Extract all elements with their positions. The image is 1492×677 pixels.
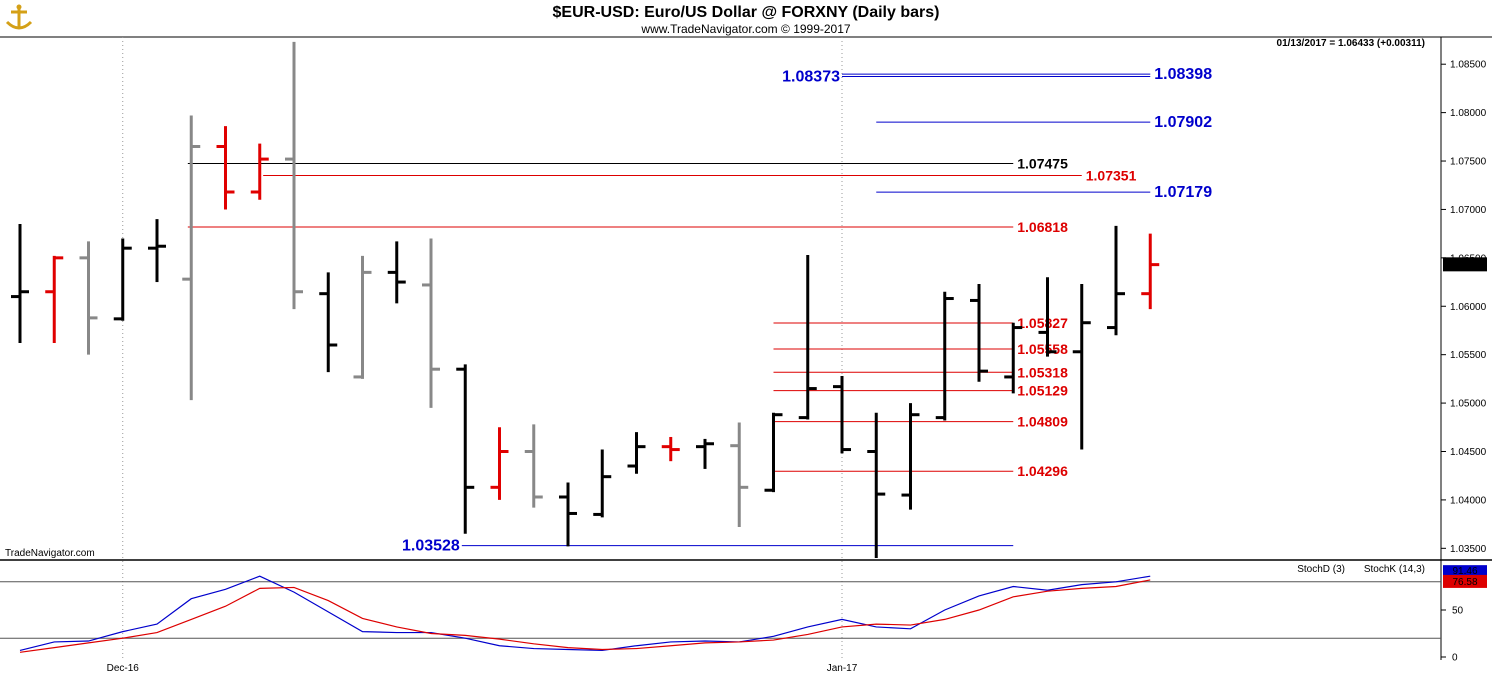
ohlc-bar: [696, 438, 714, 469]
legend-stochd: StochD (3): [1297, 564, 1345, 575]
ohlc-bar: [867, 412, 886, 558]
ohlc-bar: [182, 115, 201, 401]
ohlc-bar: [524, 424, 543, 508]
stochk-line: [19, 575, 1151, 652]
ohlc-bar: [1072, 283, 1091, 450]
ohlc-bar: [1038, 277, 1057, 357]
level-label: 1.05827: [1017, 315, 1068, 331]
level-label: 1.08373: [782, 69, 840, 86]
last-price-label: 1.06433: [1447, 260, 1484, 271]
level-label: 1.04809: [1017, 414, 1068, 430]
stoch-tick-label: 0: [1452, 653, 1458, 664]
anchor-logo-icon: [4, 4, 34, 34]
y-tick-label: 1.04000: [1450, 495, 1487, 506]
ohlc-bar: [387, 241, 406, 304]
last-price-tag: [1443, 257, 1487, 272]
level-label: 1.06818: [1017, 219, 1068, 235]
ohlc-bar: [833, 375, 851, 454]
stoch-lines: [19, 575, 1151, 653]
y-tick-label: 1.05000: [1450, 399, 1487, 410]
chart-title: $EUR-USD: Euro/US Dollar @ FORXNY (Daily…: [553, 4, 940, 21]
ohlc-bar: [353, 255, 372, 379]
ohlc-bar: [901, 403, 920, 510]
y-tick-label: 1.07500: [1450, 157, 1487, 168]
stochd-last-tag: [1443, 574, 1487, 588]
stochd-last-label: 76.58: [1452, 577, 1477, 588]
ohlc-bar: [1141, 233, 1160, 310]
price-axis: 1.03500 1.04000 1.04500 1.05000 1.05500 1.060…: [1441, 60, 1487, 555]
stoch-grid: [0, 581, 1441, 639]
ohlc-bar: [45, 255, 64, 344]
watermark: TradeNavigator.com: [5, 548, 95, 559]
y-tick-label: 1.08500: [1450, 60, 1487, 71]
level-label: 1.05558: [1017, 341, 1068, 357]
x-tick-label: Dec-16: [107, 663, 140, 674]
ohlc-bar: [935, 291, 954, 421]
level-label: 1.07902: [1154, 114, 1212, 131]
level-label: 1.08398: [1154, 66, 1212, 83]
ohlc-bar: [764, 412, 783, 493]
chart-subtitle: www.TradeNavigator.com © 1999-2017: [640, 22, 850, 36]
x-axis: Dec-16 Jan-17: [107, 663, 858, 674]
stochk-last-label: 91.46: [1452, 566, 1477, 577]
level-label: 1.07475: [1017, 155, 1068, 171]
stoch-tick-label: 50: [1452, 606, 1464, 617]
level-label: 1.04296: [1017, 463, 1068, 479]
y-tick-label: 1.03500: [1450, 544, 1487, 555]
level-label: 1.07351: [1086, 167, 1137, 183]
ohlc-bar: [250, 143, 269, 200]
ohlc-bar: [79, 241, 98, 355]
ohlc-bar: [661, 436, 680, 462]
ohlc-bar: [1107, 225, 1125, 336]
ohlc-bar: [490, 427, 509, 500]
ohlc-bar: [970, 283, 988, 382]
level-label: 1.03528: [402, 538, 460, 555]
ohlc-bar: [627, 432, 646, 474]
price-grid: [122, 37, 843, 660]
x-tick-label: Jan-17: [827, 663, 858, 674]
price-bars: [11, 41, 1160, 558]
ohlc-bar: [422, 238, 440, 408]
legend-stochk: StochK (14,3): [1364, 564, 1425, 575]
y-tick-label: 1.07000: [1450, 205, 1487, 216]
ohlc-bar: [319, 272, 338, 373]
stochk-last-tag: [1443, 565, 1487, 577]
y-tick-label: 1.04500: [1450, 447, 1487, 458]
ohlc-bar: [730, 422, 749, 528]
level-label: 1.07179: [1154, 184, 1212, 201]
y-tick-label: 1.08000: [1450, 108, 1487, 119]
ohlc-bar: [1004, 322, 1023, 394]
y-tick-label: 1.06000: [1450, 302, 1487, 313]
quote-readout: 01/13/2017 = 1.06433 (+0.00311): [1277, 38, 1425, 49]
ohlc-bar: [798, 254, 817, 420]
stochd-line: [19, 579, 1151, 653]
level-label: 1.05318: [1017, 364, 1068, 380]
ohlc-bar: [593, 449, 612, 518]
ohlc-bar: [216, 126, 235, 210]
ohlc-bar: [456, 364, 475, 534]
price-levels: 1.08373 1.08398 1.07902 1.07475 1.07351 1.071…: [187, 66, 1212, 555]
y-tick-label: 1.05500: [1450, 350, 1487, 361]
ohlc-bar: [559, 482, 577, 547]
stoch-legend: StochD (3) StochK (14,3): [1297, 564, 1425, 575]
ohlc-bar: [285, 41, 303, 310]
ohlc-bar: [148, 219, 166, 283]
ohlc-bar: [11, 223, 29, 344]
ohlc-bar: [113, 238, 132, 321]
level-label: 1.05129: [1017, 383, 1068, 399]
